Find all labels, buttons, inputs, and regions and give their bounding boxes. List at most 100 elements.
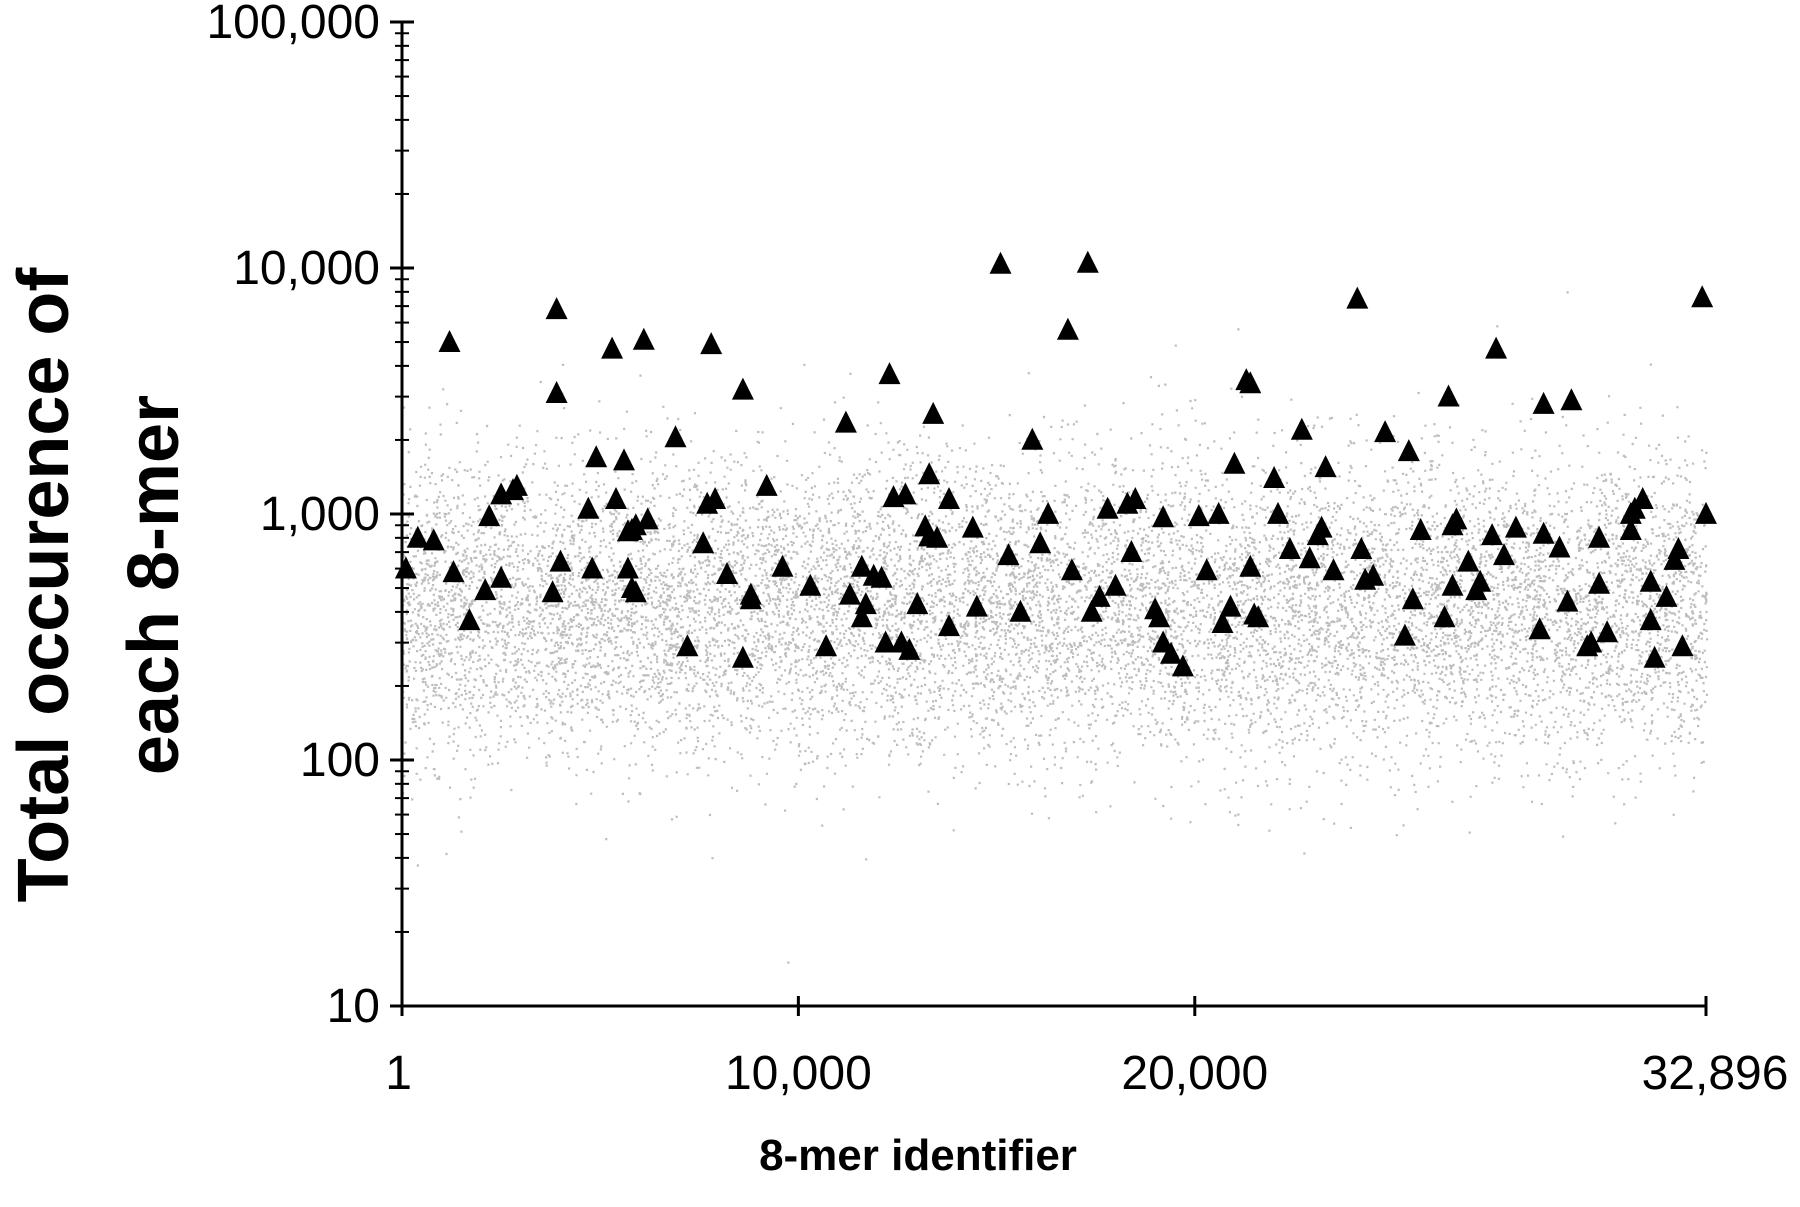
data-point (1481, 523, 1504, 546)
data-point (965, 594, 988, 617)
data-point (1124, 487, 1147, 509)
data-point (1393, 623, 1416, 646)
data-point (926, 525, 949, 548)
data-point (1441, 573, 1464, 596)
data-point (870, 565, 893, 588)
data-point (906, 592, 929, 615)
data-point (541, 580, 564, 603)
data-point (505, 473, 528, 496)
data-point (692, 531, 715, 554)
data-point (632, 327, 655, 350)
data-point (731, 645, 754, 668)
data-point (918, 462, 941, 485)
data-point (874, 630, 897, 653)
data-point (1548, 535, 1571, 558)
data-point (1310, 515, 1333, 538)
data-point (1374, 420, 1397, 443)
data-point (545, 297, 568, 320)
y-tick-label: 1,000 (260, 488, 380, 541)
data-point (1223, 451, 1246, 474)
data-point (1009, 599, 1032, 622)
data-point (1655, 584, 1678, 607)
data-point (581, 556, 604, 579)
data-point (1247, 605, 1270, 628)
data-point (624, 580, 647, 603)
data-point (1619, 518, 1642, 540)
data-point (815, 634, 838, 657)
data-point (442, 560, 465, 583)
data-point (664, 425, 687, 448)
data-point (1457, 549, 1480, 572)
data-point (1671, 634, 1694, 657)
data-point (394, 556, 417, 579)
data-point (1207, 501, 1230, 524)
data-point (1631, 487, 1654, 509)
data-point (938, 487, 960, 509)
data-point (799, 573, 822, 596)
data-point (1088, 584, 1111, 607)
data-point (1239, 371, 1262, 394)
data-point (1588, 525, 1611, 548)
data-point (577, 496, 600, 519)
data-point (1021, 427, 1044, 450)
data-point (474, 578, 497, 601)
data-point (1437, 384, 1460, 407)
data-point (1596, 620, 1619, 643)
data-point (1556, 589, 1579, 612)
x-axis-label: 8-mer identifier (759, 1131, 1077, 1180)
data-point (1152, 505, 1175, 528)
data-point (850, 605, 873, 628)
data-point (1397, 439, 1420, 462)
y-axis-label-line-2: each 8-mer (114, 395, 194, 775)
data-point (1639, 608, 1662, 631)
data-point (1290, 417, 1313, 440)
data-point (850, 554, 873, 577)
data-point (961, 515, 984, 538)
data-point (549, 549, 572, 572)
data-point (838, 582, 861, 605)
data-point (1314, 455, 1337, 478)
data-point (1096, 496, 1119, 519)
data-point (585, 445, 608, 468)
data-point (1580, 630, 1603, 653)
axis-tick-labels: 10 100 1,000 10,000 100,000 1 10,000 20,000 32,8… (206, 0, 1788, 1100)
data-point (1160, 641, 1182, 664)
data-point (422, 528, 445, 551)
background-dots (402, 291, 1709, 964)
data-point (601, 336, 624, 359)
data-point (1148, 605, 1171, 628)
data-point (716, 562, 738, 584)
data-point (731, 377, 754, 400)
data-point (1219, 594, 1242, 617)
data-point (636, 507, 659, 530)
data-point (894, 482, 917, 505)
data-point (478, 504, 501, 527)
data-point (1639, 569, 1662, 592)
data-point (1029, 531, 1052, 554)
data-point (1267, 501, 1289, 524)
data-point (898, 637, 921, 660)
data-point (676, 634, 699, 657)
data-point (1532, 391, 1555, 414)
axis-ticks (390, 20, 1708, 1016)
data-point (1560, 388, 1583, 411)
data-point (704, 487, 727, 509)
y-tick-label: 100,000 (206, 0, 380, 49)
y-axis-label-line-1: Total occurence of (4, 267, 84, 903)
data-point (1588, 571, 1611, 594)
data-point (624, 513, 647, 536)
data-point (700, 332, 723, 355)
data-point (922, 401, 945, 424)
data-point (1195, 558, 1218, 581)
background-dot-cloud (402, 291, 1709, 964)
data-point (1433, 605, 1456, 628)
data-point (1346, 286, 1369, 309)
data-point (1104, 573, 1127, 596)
data-point (1643, 645, 1666, 668)
y-tick-label: 100 (300, 734, 380, 787)
data-point (613, 448, 635, 471)
data-point (1667, 537, 1690, 559)
data-point (1691, 285, 1714, 308)
x-tick-label: 1 (385, 1047, 412, 1100)
